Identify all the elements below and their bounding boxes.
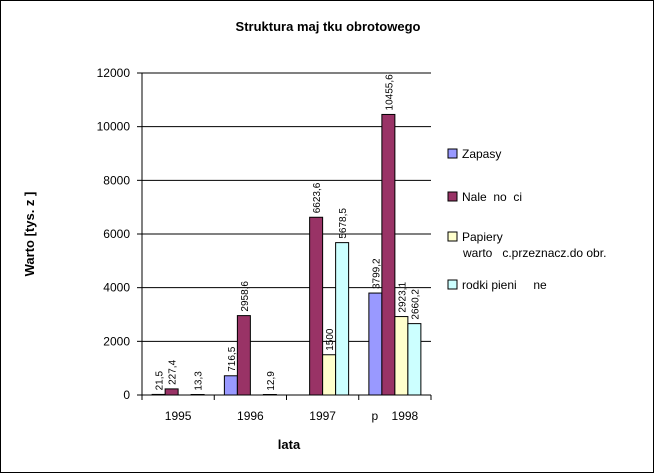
bar [223, 375, 238, 396]
data-label: 716,5 [227, 346, 238, 371]
data-label: 2660,2 [410, 289, 421, 320]
data-label: 1500 [325, 328, 336, 351]
bar [381, 113, 396, 396]
bar [322, 354, 337, 396]
y-tick-label: 2000 [103, 334, 130, 348]
bar [394, 316, 409, 396]
y-tick-label: 0 [123, 388, 130, 402]
legend: Zapasy Nale no ci Papiery warto c.przeznacz… [447, 147, 606, 292]
data-label: 227,4 [168, 359, 179, 384]
data-label: 12,9 [266, 371, 277, 391]
y-tick-label: 8000 [103, 173, 130, 187]
legend-label: Nale no ci [462, 190, 522, 204]
data-label: 3799,2 [371, 258, 382, 289]
x-tick-label: 1996 [237, 409, 264, 423]
data-label: 13,3 [194, 371, 205, 391]
data-label: 2923,1 [397, 282, 408, 313]
data-labels: 21,5 227,4 13,3 716,5 2958,6 12,9 6623,6 1500 56… [155, 74, 422, 391]
x-axis-ticks: 1995 1996 1997 p 1998 [141, 395, 432, 423]
bar [335, 242, 350, 396]
x-tick-label: 1997 [309, 409, 336, 423]
bars [151, 113, 422, 396]
bar [164, 388, 179, 396]
y-axis-title: Warto [tys. z ] [22, 192, 37, 277]
x-tick-label: 1995 [165, 409, 192, 423]
y-tick-label: 6000 [103, 227, 130, 241]
y-axis-ticks: 0 2000 4000 6000 8000 10000 12000 [97, 66, 142, 402]
bar [368, 292, 383, 396]
bar [407, 323, 422, 396]
x-axis-title: lata [278, 437, 301, 452]
data-label: 21,5 [155, 371, 166, 391]
data-label: 10455,6 [384, 74, 395, 111]
y-tick-label: 12000 [97, 66, 131, 80]
y-tick-label: 4000 [103, 281, 130, 295]
legend-label: Zapasy [462, 147, 501, 161]
legend-swatch [447, 148, 458, 159]
legend-swatch [447, 191, 458, 202]
chart-title: Struktura maj tku obrotowego [236, 19, 421, 34]
y-tick-label: 10000 [97, 120, 131, 134]
legend-label: Papiery [462, 230, 503, 244]
legend-swatch [447, 231, 458, 242]
x-tick-label: p 1998 [372, 409, 419, 423]
bar [236, 315, 251, 396]
data-label: 5678,5 [338, 208, 349, 239]
data-label: 2958,6 [240, 281, 251, 312]
legend-swatch [447, 279, 458, 290]
legend-label: rodki pieni ne [462, 278, 547, 292]
bar [309, 216, 324, 396]
data-label: 6623,6 [312, 182, 323, 213]
legend-label: warto c.przeznacz.do obr. [462, 246, 606, 260]
